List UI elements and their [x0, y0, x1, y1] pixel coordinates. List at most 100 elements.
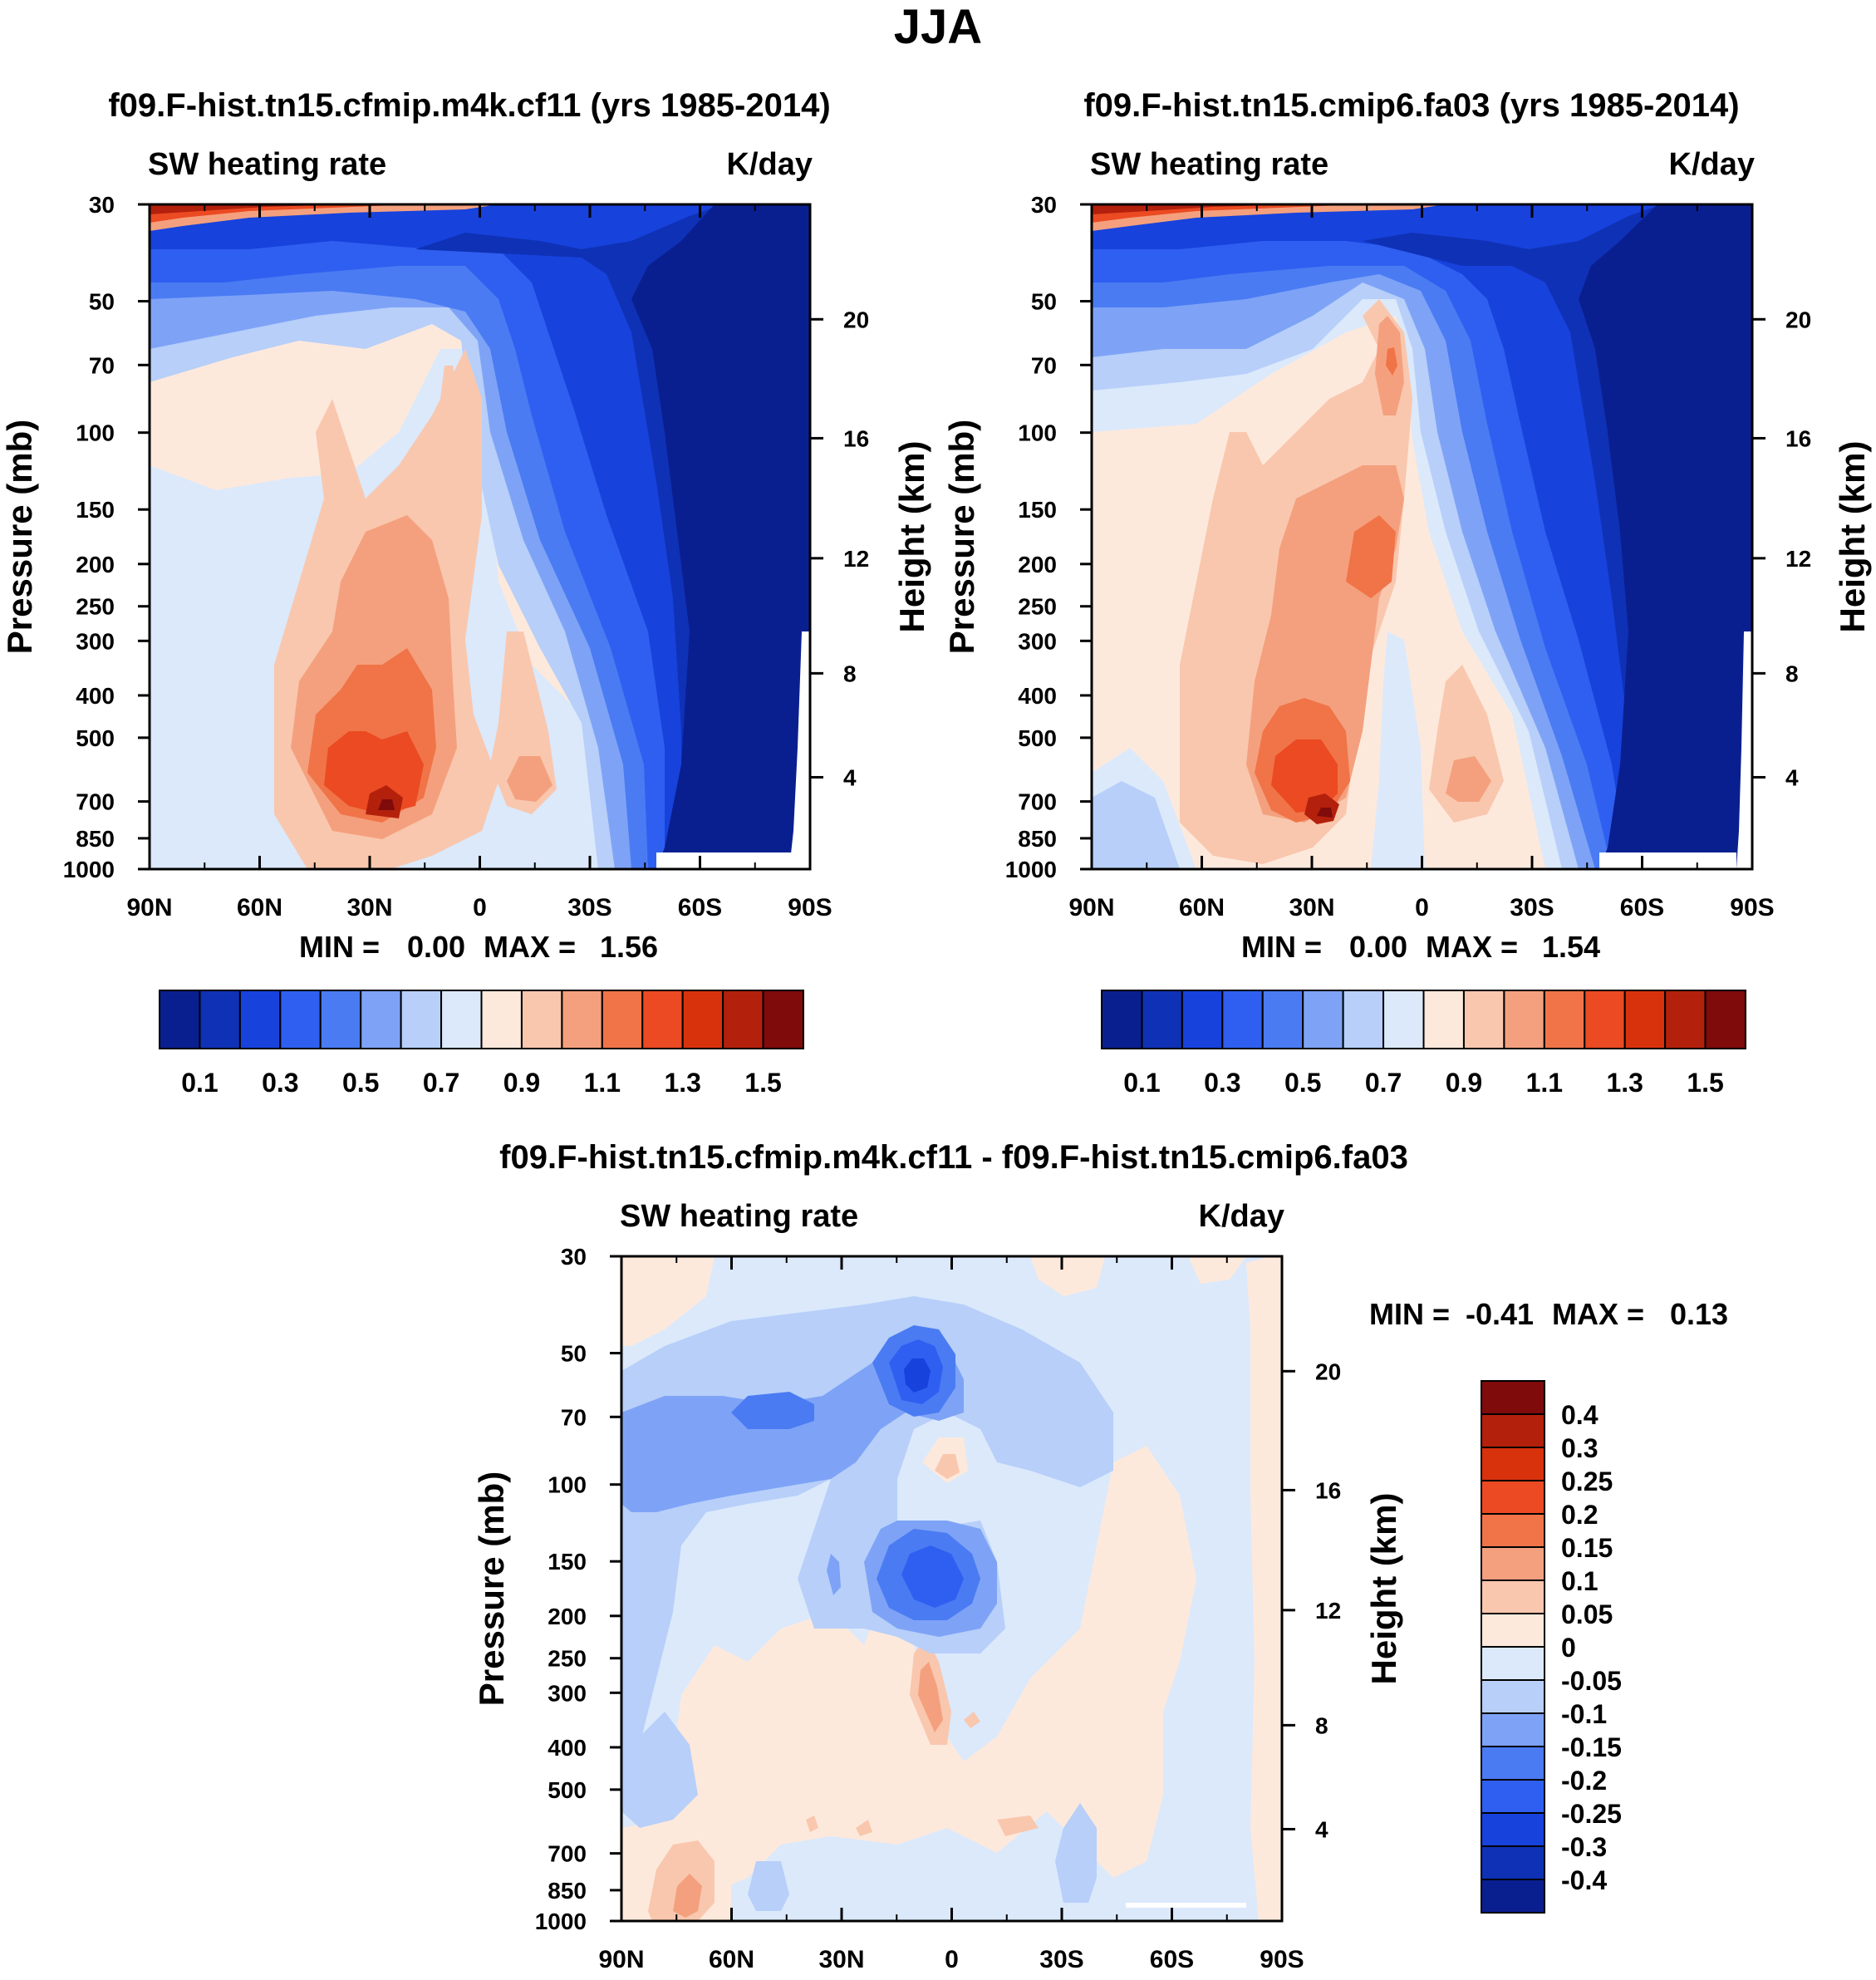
colorbar-label: 0.9	[503, 1068, 540, 1098]
p2-blob-maroon	[1317, 808, 1333, 818]
colorbar-cell	[360, 990, 402, 1049]
panel-2-title: f09.F-hist.tn15.cmip6.fa03 (yrs 1985-201…	[1083, 87, 1739, 124]
panel-2-colorbar: 0.1 0.3 0.5 0.7 0.9 1.1 1.3 1.5	[1101, 990, 1746, 1098]
p2-blob-right-orange	[1446, 756, 1491, 802]
p1-bottom-white	[656, 852, 793, 869]
colorbar-label: 0.15	[1561, 1533, 1613, 1563]
y2-tick-label: 12	[1315, 1598, 1341, 1624]
y2-tick-label: 20	[1315, 1358, 1341, 1384]
y-tick-label: 400	[76, 683, 115, 709]
panel-2-axes: 90N 60N 30N 0 30S 60S 90S 30 50 70 100 150 200 250 300…	[1005, 192, 1811, 921]
p3-orange-mid	[918, 1662, 943, 1732]
p3-pos-upper-small	[856, 1437, 968, 1496]
colorbar-cell	[601, 990, 644, 1049]
y-tick-label: 50	[1031, 289, 1057, 315]
y2-tick-label: 8	[1785, 661, 1799, 686]
x-tick-label: 90N	[126, 894, 172, 921]
colorbar-label: 0.3	[1561, 1433, 1598, 1463]
y-tick-label: 250	[76, 594, 115, 620]
colorbar-cell	[1704, 990, 1746, 1049]
p3-blue3-lower-mid	[748, 1803, 1097, 1911]
x-tick-label: 60S	[1150, 1946, 1194, 1973]
p2-min-label: MIN =	[1241, 930, 1322, 964]
panel-3-stats: MIN = -0.41 MAX = 0.13	[1369, 1297, 1728, 1331]
colorbar-cell	[681, 990, 724, 1049]
p2-blob-upper-red	[1386, 347, 1397, 376]
p3-pos-center-body	[665, 1446, 1196, 1894]
panel-3-title: f09.F-hist.tn15.cfmip.m4k.cf11 - f09.F-h…	[499, 1139, 1408, 1176]
y2-tick-label: 4	[1785, 764, 1799, 790]
p3-max-value: 0.13	[1670, 1297, 1728, 1331]
y-tick-label: 700	[1018, 789, 1057, 815]
y-tick-label: 700	[76, 789, 115, 815]
panel-2-right-label: K/day	[1669, 147, 1755, 182]
colorbar-cell	[1503, 990, 1545, 1049]
panel-2: f09.F-hist.tn15.cmip6.fa03 (yrs 1985-201…	[942, 87, 1872, 1098]
colorbar-label: -0.1	[1561, 1699, 1607, 1729]
colorbar-label: 0.5	[342, 1068, 379, 1098]
colorbar-label: -0.3	[1561, 1832, 1607, 1862]
colorbar-label: 1.1	[1526, 1068, 1563, 1098]
panel-3-left-label: SW heating rate	[620, 1199, 858, 1234]
p2-min-value: 0.00	[1349, 930, 1407, 964]
x-tick-label: 90S	[1260, 1946, 1304, 1973]
y2-tick-label: 12	[1785, 546, 1811, 572]
panel-3-colorbar: 0.40.3 0.25 0.20.150.10.05 0-0.05-0.1-0.15 -…	[1481, 1380, 1622, 1914]
y2-tick-label: 16	[1785, 425, 1811, 451]
colorbar-cell	[238, 990, 282, 1049]
colorbar-label: 0.25	[1561, 1467, 1613, 1496]
x-tick-label: 0	[945, 1946, 959, 1973]
figure-title: JJA	[894, 0, 982, 54]
y-tick-label: 100	[1018, 420, 1057, 446]
colorbar-cell	[319, 990, 362, 1049]
p1-top-darkred	[150, 204, 349, 214]
p3-blue5-upper-left	[731, 1392, 814, 1429]
colorbar-cell	[1141, 990, 1183, 1049]
colorbar-label: 1.3	[664, 1068, 700, 1098]
y2-tick-label: 20	[843, 307, 869, 332]
x-tick-label: 30N	[818, 1946, 864, 1973]
x-tick-label: 30S	[1039, 1946, 1083, 1973]
panel-1-title: f09.F-hist.tn15.cfmip.m4k.cf11 (yrs 1985…	[108, 87, 830, 124]
colorbar-cell	[480, 990, 523, 1049]
colorbar-label: 0.1	[1561, 1566, 1598, 1596]
y-tick-label: 30	[89, 192, 115, 218]
y-tick-label: 200	[1018, 552, 1057, 577]
p3-blue-small-left	[827, 1554, 841, 1595]
y-tick-label: 300	[1018, 628, 1057, 654]
colorbar-label: 0.2	[1561, 1500, 1598, 1530]
x-tick-label: 30N	[346, 894, 392, 921]
colorbar-cell	[1481, 1613, 1545, 1648]
y-tick-label: 400	[1018, 683, 1057, 709]
p1-min-value: 0.00	[407, 930, 465, 964]
y-tick-label: 700	[548, 1841, 587, 1867]
colorbar-cell	[1342, 990, 1385, 1049]
panel-1-ylabel: Pressure (mb)	[0, 420, 39, 654]
y-tick-label: 100	[548, 1472, 587, 1498]
colorbar-label: 1.3	[1606, 1068, 1643, 1098]
p3-salmon-upper	[935, 1454, 960, 1479]
panel-3-axes: 90N 60N 30N 0 30S 60S 90S 30 50 70 100 150 200 250 300…	[535, 1244, 1341, 1973]
y2-tick-label: 8	[1315, 1712, 1328, 1738]
panel-1-axes: 90N 60N 30N 0 30S 60S 90S 30 50 70 100 150 200 250 300…	[63, 192, 869, 921]
p3-pos-right-column	[1246, 1256, 1282, 1921]
x-tick-label: 0	[473, 894, 487, 921]
colorbar-cell	[1101, 990, 1143, 1049]
p3-pos-top-right	[1188, 1256, 1246, 1284]
colorbar-label: 1.5	[744, 1068, 781, 1098]
colorbar-label: 0.9	[1446, 1068, 1482, 1098]
x-tick-label: 90N	[1068, 894, 1114, 921]
y-tick-label: 300	[76, 628, 115, 654]
y2-tick-label: 20	[1785, 307, 1811, 332]
colorbar-cell	[1481, 1413, 1545, 1448]
y-tick-label: 400	[548, 1735, 587, 1761]
p3-blue6-mid	[901, 1545, 964, 1608]
p3-blue3-lower-left	[621, 1712, 698, 1828]
y-tick-label: 850	[1018, 826, 1057, 852]
p1-right-white-edge	[789, 631, 810, 869]
p3-max-label: MAX =	[1552, 1297, 1644, 1331]
panel-2-ylabel: Pressure (mb)	[942, 420, 981, 654]
y-tick-label: 70	[89, 352, 115, 378]
x-tick-label: 60S	[678, 894, 722, 921]
colorbar-cell	[279, 990, 322, 1049]
